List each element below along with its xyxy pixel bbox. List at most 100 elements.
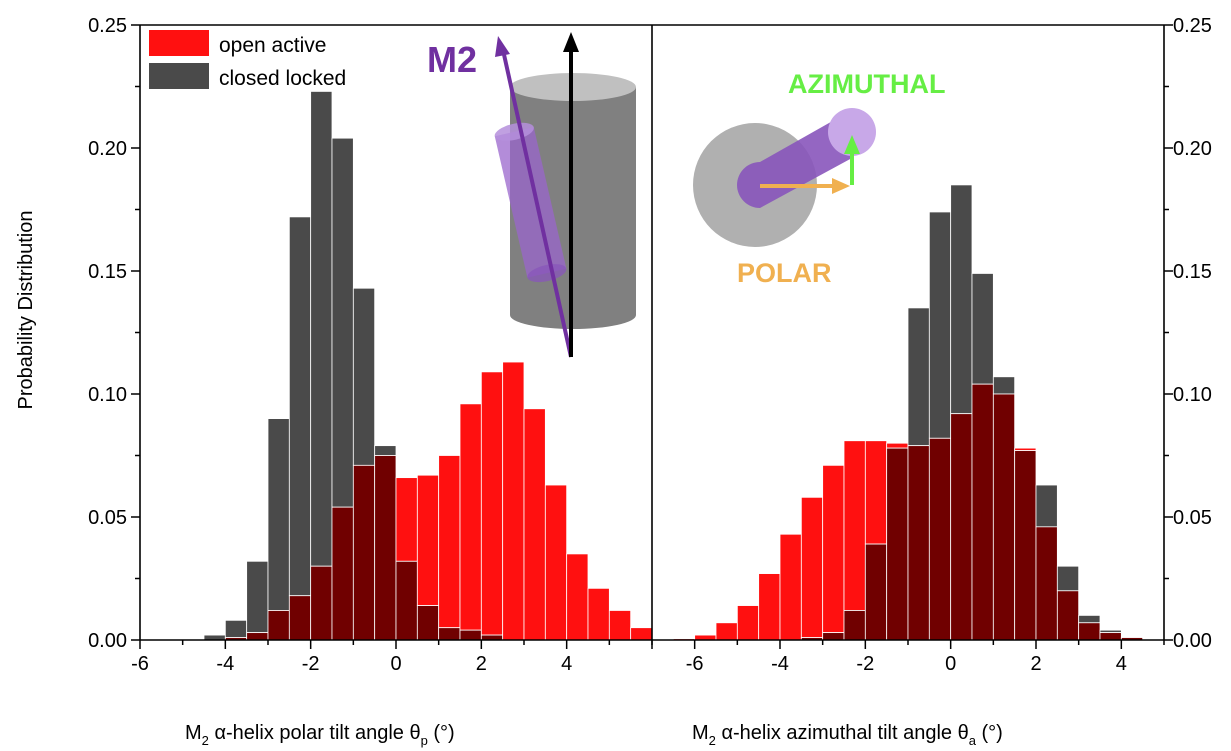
polar-bar-open-9 bbox=[395, 477, 418, 562]
m2-arrowhead-icon bbox=[495, 36, 510, 57]
azimuthal-label: AZIMUTHAL bbox=[788, 69, 945, 99]
right-y-tick-label: 0.15 bbox=[1173, 261, 1212, 283]
polar-bar-closed-3 bbox=[267, 418, 290, 611]
azimuthal-bar-open-7 bbox=[822, 464, 845, 634]
azimuthal-bar-closed-19 bbox=[1078, 615, 1101, 624]
plot-frame: -6 -4 -2 0 2 4 -6 -4 -2 0 2 4 0.00 0.00 0.05 0.05 0.10 0.… bbox=[88, 15, 1212, 675]
azimuthal-bar-overlap-12 bbox=[928, 437, 952, 641]
polar-arrowhead-icon bbox=[832, 178, 850, 194]
polar-bar-overlap-2 bbox=[246, 632, 269, 641]
polar-bar-overlap-7 bbox=[352, 464, 376, 641]
azimuthal-bar-open-9 bbox=[864, 440, 888, 545]
polar-bar-overlap-12 bbox=[459, 629, 482, 641]
azimuthal-bar-open-10 bbox=[886, 442, 909, 449]
normal-arrowhead-icon bbox=[563, 32, 579, 52]
azimuthal-bar-open-4 bbox=[758, 573, 781, 641]
polar-bar-closed-5 bbox=[310, 91, 333, 567]
azimuthal-bar-closed-12 bbox=[928, 211, 952, 439]
polar-bar-open-15 bbox=[523, 408, 546, 641]
azimuthal-inset-illustration: AZIMUTHAL POLAR bbox=[693, 69, 945, 288]
azimuthal-x-tick-label: -4 bbox=[771, 653, 789, 675]
polar-bar-closed-7 bbox=[352, 287, 376, 466]
polar-bar-open-14 bbox=[502, 361, 525, 641]
polar-bar-open-19 bbox=[608, 610, 632, 641]
polar-x-tick-label: -2 bbox=[302, 653, 320, 675]
m2-axis-arrow bbox=[501, 49, 573, 358]
azimuthal-bar-closed-18 bbox=[1056, 565, 1080, 592]
azimuthal-bar-closed-14 bbox=[971, 273, 994, 385]
azimuthal-bar-closed-11 bbox=[907, 307, 930, 447]
right-y-tick-label: 0.20 bbox=[1173, 138, 1212, 160]
polar-bar-overlap-9 bbox=[395, 560, 418, 641]
polar-bar-closed-8 bbox=[374, 445, 397, 456]
azimuthal-bar-overlap-9 bbox=[864, 543, 888, 641]
azimuthal-x-tick-label: 4 bbox=[1116, 653, 1127, 675]
polar-bars bbox=[203, 91, 653, 641]
azimuthal-arrowhead-icon bbox=[844, 135, 860, 154]
legend-swatch-open bbox=[149, 30, 209, 56]
azimuthal-bar-overlap-16 bbox=[1014, 450, 1037, 641]
azimuthal-bar-overlap-19 bbox=[1078, 622, 1101, 641]
m2-label: M2 bbox=[427, 39, 477, 80]
right-y-tick-label: 0.10 bbox=[1173, 384, 1212, 406]
polar-bar-open-16 bbox=[544, 484, 568, 641]
left-y-tick-label: 0.20 bbox=[88, 138, 127, 160]
legend-label-open: open active bbox=[219, 34, 326, 57]
left-y-tick-label: 0.10 bbox=[88, 384, 127, 406]
polar-bar-closed-2 bbox=[246, 560, 269, 634]
polar-bar-overlap-5 bbox=[310, 565, 333, 641]
azimuthal-bar-overlap-13 bbox=[950, 413, 973, 641]
polar-bar-overlap-4 bbox=[288, 595, 312, 641]
azimuthal-bar-closed-15 bbox=[992, 376, 1016, 395]
helix-end-circle bbox=[828, 108, 876, 156]
polar-bar-closed-1 bbox=[224, 619, 248, 638]
right-y-tick-label: 0.05 bbox=[1173, 507, 1212, 529]
azimuthal-bar-closed-13 bbox=[950, 184, 973, 415]
azimuthal-bar-open-5 bbox=[779, 533, 802, 641]
azimuthal-bar-overlap-18 bbox=[1056, 590, 1080, 641]
polar-x-tick-label: 0 bbox=[390, 653, 401, 675]
polar-bar-open-12 bbox=[459, 403, 482, 631]
polar-x-tick-label: 2 bbox=[476, 653, 487, 675]
left-y-tick-label: 0.25 bbox=[88, 15, 127, 37]
azimuthal-x-tick-label: -2 bbox=[856, 653, 874, 675]
azimuthal-bar-overlap-7 bbox=[822, 632, 845, 641]
polar-bar-open-13 bbox=[480, 371, 504, 636]
polar-bar-open-20 bbox=[630, 627, 653, 641]
polar-x-tick-label: -6 bbox=[131, 653, 149, 675]
left-y-tick-label: 0.00 bbox=[88, 630, 127, 652]
legend-label-closed: closed locked bbox=[219, 67, 346, 90]
polar-bar-open-18 bbox=[587, 587, 610, 641]
polar-x-tick-label: 4 bbox=[561, 653, 572, 675]
polar-bar-overlap-6 bbox=[331, 506, 354, 641]
polar-bar-overlap-8 bbox=[374, 455, 397, 641]
polar-bar-closed-4 bbox=[288, 216, 312, 597]
polar-bar-closed-6 bbox=[331, 137, 354, 508]
polar-bar-open-11 bbox=[438, 455, 461, 629]
azimuthal-bar-overlap-14 bbox=[971, 383, 994, 641]
azimuthal-x-tick-label: -6 bbox=[686, 653, 704, 675]
azimuthal-bar-overlap-15 bbox=[992, 393, 1016, 641]
azimuthal-x-tick-label: 0 bbox=[945, 653, 956, 675]
right-y-tick-label: 0.25 bbox=[1173, 15, 1212, 37]
x-axis-title-azimuthal: M2 α-helix azimuthal tilt angle θa (°) bbox=[692, 722, 1003, 748]
right-y-tick-label: 0.00 bbox=[1173, 630, 1212, 652]
legend: open active closed locked bbox=[149, 30, 346, 90]
polar-bar-overlap-11 bbox=[438, 627, 461, 641]
azimuthal-bar-overlap-17 bbox=[1035, 526, 1058, 641]
azimuthal-bar-open-2 bbox=[715, 622, 738, 641]
polar-bar-open-10 bbox=[416, 474, 440, 606]
y-axis-title: Probability Distribution bbox=[15, 211, 37, 410]
left-y-tick-label: 0.15 bbox=[88, 261, 127, 283]
azimuthal-bar-open-3 bbox=[736, 605, 760, 641]
helix-projection bbox=[737, 110, 852, 208]
polar-bar-overlap-3 bbox=[267, 610, 290, 641]
azimuthal-bar-open-8 bbox=[843, 440, 866, 611]
azimuthal-bars bbox=[672, 184, 1144, 641]
polar-label: POLAR bbox=[737, 258, 832, 288]
azimuthal-x-tick-label: 2 bbox=[1030, 653, 1041, 675]
azimuthal-bar-overlap-20 bbox=[1099, 632, 1122, 641]
azimuthal-bar-overlap-8 bbox=[843, 610, 866, 641]
polar-bar-open-17 bbox=[566, 553, 589, 641]
polar-x-tick-label: -4 bbox=[216, 653, 234, 675]
